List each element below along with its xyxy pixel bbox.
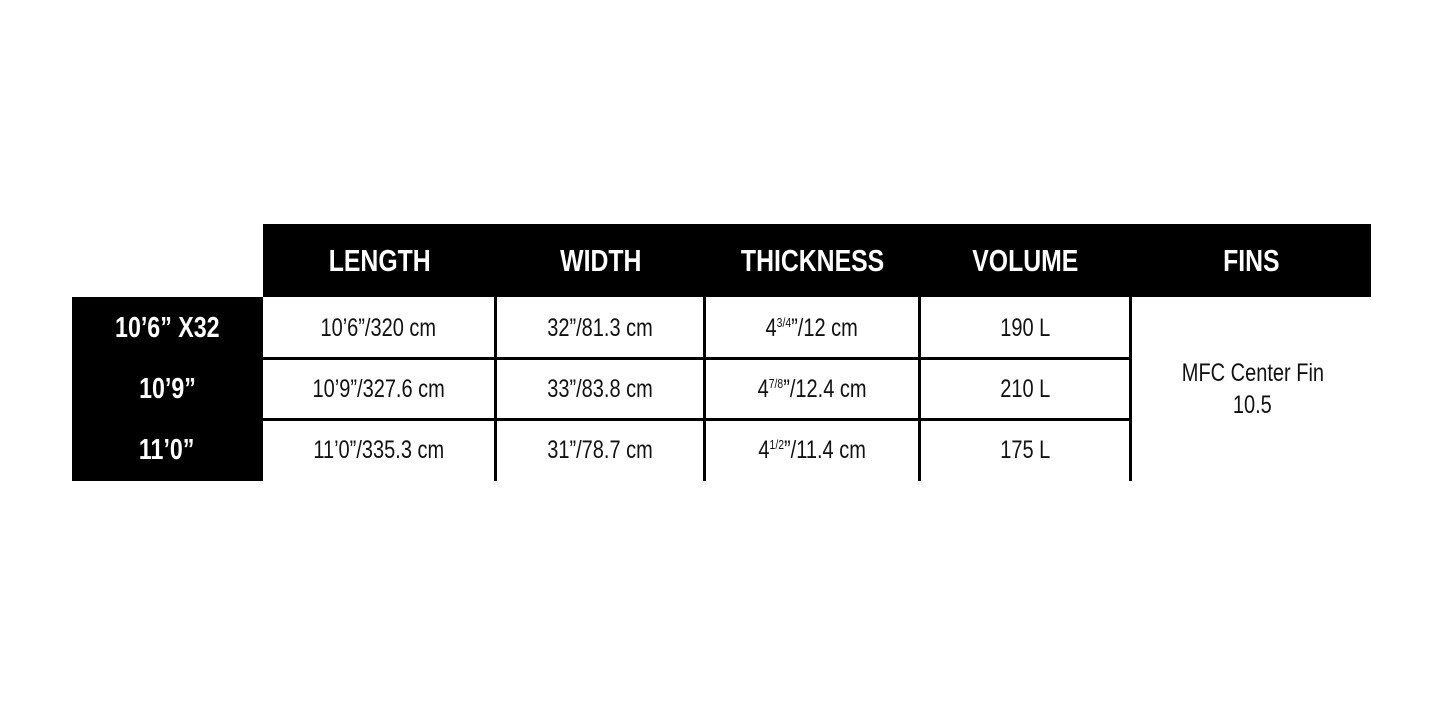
header-thickness: THICKNESS: [740, 242, 885, 278]
volume-cell: 175 L: [999, 436, 1051, 464]
header-width: WIDTH: [559, 242, 642, 278]
fins-name: MFC Center Fin: [1181, 359, 1324, 387]
thickness-cell: 43/4”/12 cm: [765, 313, 859, 342]
thickness-cell: 41/2”/11.4 cm: [758, 436, 866, 464]
fins-size: 10.5: [1233, 391, 1272, 419]
column-divider: [1129, 297, 1132, 481]
header-length: LENGTH: [328, 242, 431, 278]
row-divider: [263, 418, 1132, 421]
header-bar: [263, 224, 1371, 297]
volume-cell: 190 L: [999, 313, 1051, 342]
row-divider: [263, 357, 1132, 360]
width-cell: 31”/78.7 cm: [547, 436, 653, 464]
model-column: [72, 297, 263, 481]
model-label: 10’9”: [138, 373, 196, 405]
model-label: 11’0”: [139, 434, 195, 466]
column-divider: [494, 297, 497, 481]
length-cell: 10’6”/320 cm: [320, 313, 437, 342]
header-fins: FINS: [1222, 242, 1280, 278]
volume-cell: 210 L: [999, 375, 1051, 403]
width-cell: 32”/81.3 cm: [547, 313, 653, 342]
thickness-cell: 47/8”/12.4 cm: [757, 375, 867, 403]
length-cell: 10’9”/327.6 cm: [312, 375, 445, 403]
length-cell: 11’0”/335.3 cm: [313, 436, 444, 464]
model-label: 10’6” X32: [114, 311, 220, 344]
column-divider: [703, 297, 706, 481]
header-volume: VOLUME: [972, 242, 1079, 278]
width-cell: 33”/83.8 cm: [547, 375, 653, 403]
fins-cell: MFC Center Fin 10.5: [1134, 297, 1371, 481]
column-divider: [918, 297, 921, 481]
